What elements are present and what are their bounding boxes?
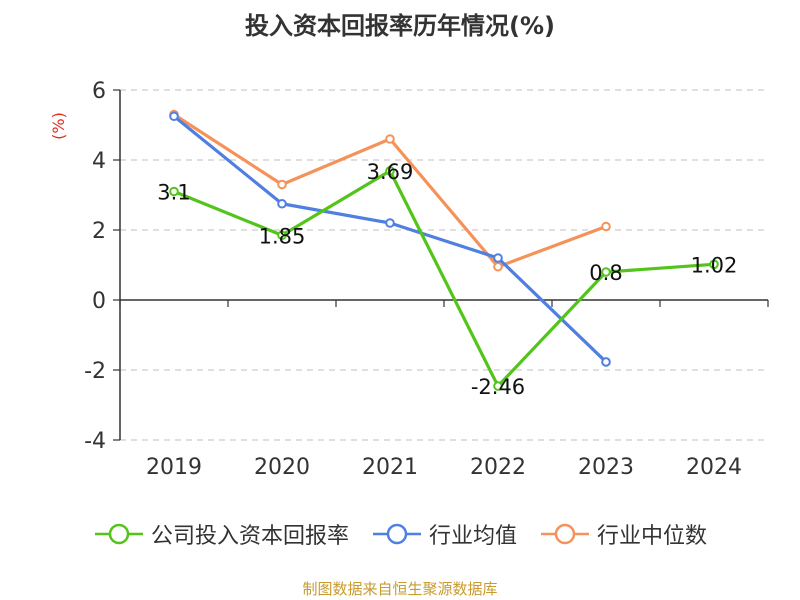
legend-item-industry-mean[interactable]: 行业均值 [371, 518, 517, 550]
legend-marker-icon [372, 523, 421, 545]
data-point[interactable] [169, 186, 179, 197]
data-labels: 3.1 1.85 3.69 -2.46 0.8 1.02 [157, 160, 737, 399]
data-point[interactable] [493, 261, 503, 272]
x-tick-label: 2024 [686, 455, 742, 480]
data-point[interactable] [277, 198, 287, 209]
data-label: 3.1 [157, 181, 190, 205]
series-line [172, 115, 608, 364]
data-point[interactable] [601, 357, 611, 367]
data-point[interactable] [385, 134, 395, 144]
x-tick-label: 2021 [362, 455, 418, 480]
y-tick-label: -4 [84, 429, 106, 454]
data-label: 1.85 [259, 224, 306, 248]
y-axis-label: (%) [49, 112, 68, 140]
data-point[interactable] [601, 267, 611, 277]
x-tick-label: 2022 [470, 455, 526, 480]
data-point[interactable] [385, 166, 395, 176]
legend-item-company[interactable]: 公司投入资本回报率 [93, 518, 349, 550]
data-point[interactable] [277, 230, 287, 241]
x-tick-label: 2020 [254, 455, 310, 480]
data-point[interactable] [169, 111, 179, 122]
x-tick-label: 2019 [146, 455, 202, 480]
series-line [173, 169, 715, 388]
y-tick-label: 4 [92, 149, 106, 174]
data-point[interactable] [493, 381, 503, 391]
grid-lines [120, 89, 768, 441]
series-points [169, 109, 719, 391]
data-label: 3.69 [367, 160, 414, 184]
legend-marker-icon [94, 523, 143, 545]
series-lines [172, 113, 715, 388]
legend-label: 公司投入资本回报率 [150, 524, 349, 549]
legend-item-industry-median[interactable]: 行业中位数 [539, 518, 707, 550]
y-tick-label: 6 [92, 79, 106, 104]
axes: 6 4 2 0 -2 -4 2019 2020 2021 2022 2023 2024 [84, 79, 769, 480]
legend-marker-icon [541, 523, 589, 545]
y-tick-label: -2 [84, 359, 106, 384]
x-tick-label: 2023 [578, 455, 634, 480]
data-label: 0.8 [589, 261, 622, 285]
legend: 公司投入资本回报率 行业均值 行业中位数 [0, 518, 800, 550]
legend-label: 行业均值 [428, 524, 517, 549]
data-point[interactable] [601, 221, 611, 232]
y-tick-label: 0 [92, 289, 106, 314]
data-label: 1.02 [691, 253, 738, 277]
data-point[interactable] [385, 218, 395, 228]
data-point[interactable] [277, 179, 287, 190]
legend-label: 行业中位数 [597, 524, 708, 549]
data-point[interactable] [709, 259, 719, 270]
data-label: -2.46 [471, 375, 525, 399]
y-tick-label: 2 [92, 219, 106, 244]
source-note: 制图数据来自恒生聚源数据库 [302, 580, 498, 598]
data-point[interactable] [493, 253, 503, 263]
chart-title: 投入资本回报率历年情况(%) [245, 12, 555, 40]
